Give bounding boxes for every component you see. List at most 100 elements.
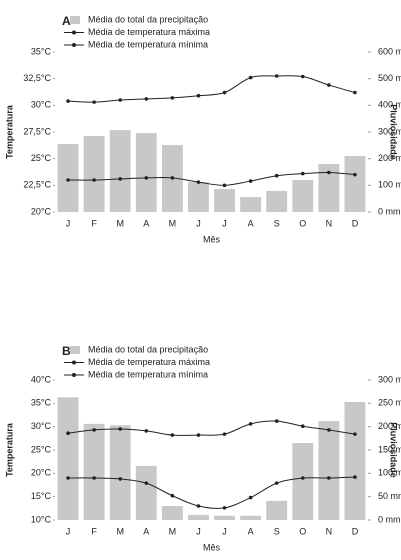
y-tick-label: 40°C — [31, 374, 52, 384]
point — [300, 171, 305, 176]
legend-label: Média de temperatura mínima — [88, 39, 208, 49]
y-tick-label: 27,5°C — [23, 126, 51, 136]
x-tick-label: D — [352, 218, 359, 228]
point — [144, 481, 149, 485]
point — [196, 433, 201, 437]
bar — [344, 156, 366, 212]
legend-label: Média do total da precipitação — [88, 344, 208, 354]
bar — [292, 443, 314, 520]
legend-marker — [72, 360, 76, 365]
bar — [292, 180, 314, 212]
point — [274, 481, 279, 485]
y-tick-label: 30°C — [31, 421, 52, 431]
line — [68, 75, 356, 103]
y-tick-label: 22,5°C — [23, 180, 51, 190]
x-tick-label: M — [116, 526, 124, 536]
y-tick-label: 20°C — [31, 206, 52, 216]
bar — [109, 425, 131, 520]
point — [66, 476, 70, 480]
point — [196, 93, 201, 98]
x-tick-label: S — [274, 526, 280, 536]
legend-marker — [72, 373, 76, 377]
point — [92, 476, 96, 480]
point — [196, 504, 201, 508]
y2-tick-label: 100 mm — [378, 180, 401, 190]
x-tick-label: D — [352, 526, 359, 536]
x-tick-label: A — [143, 218, 149, 228]
point — [353, 475, 357, 479]
y-axis-label: Temperatura — [4, 104, 14, 159]
point — [66, 99, 70, 103]
legend-label: Média de temperatura mínima — [88, 369, 208, 379]
point — [144, 176, 149, 180]
point — [300, 74, 305, 79]
point — [196, 180, 201, 184]
y2-tick-label: 300 mm — [378, 126, 401, 136]
point — [274, 419, 279, 423]
point — [92, 428, 96, 432]
point — [300, 424, 305, 429]
bar — [161, 506, 183, 520]
y2-axis-label: Pluviosidade — [389, 104, 399, 160]
legend-swatch — [70, 346, 80, 354]
bar — [109, 130, 131, 212]
x-tick-label: M — [169, 526, 177, 536]
point — [222, 90, 227, 95]
bar — [240, 515, 262, 520]
legend-label: Média do total da precipitação — [88, 14, 208, 24]
y-tick-label: 30°C — [31, 100, 52, 110]
x-tick-label: J — [196, 526, 201, 536]
point — [170, 176, 175, 180]
point — [222, 506, 227, 510]
x-tick-label: F — [91, 218, 97, 228]
bar — [344, 401, 366, 520]
legend-label: Média de temperatura máxima — [88, 27, 210, 37]
y-tick-label: 25°C — [31, 153, 52, 163]
y2-axis-label: Pluviosidade — [389, 422, 399, 478]
x-tick-label: O — [299, 218, 306, 228]
y2-tick-label: 100 mm — [378, 468, 401, 478]
point — [92, 100, 96, 104]
bar — [57, 397, 79, 520]
point — [170, 96, 175, 100]
bar — [214, 515, 235, 520]
chart-title: A — [62, 14, 71, 28]
point — [327, 428, 331, 432]
point — [66, 178, 70, 182]
y-axis-label: Temperatura — [4, 422, 14, 477]
bar — [188, 514, 209, 520]
bar — [266, 500, 288, 520]
line — [68, 172, 355, 186]
point — [248, 179, 253, 183]
point — [144, 97, 149, 101]
legend-swatch — [70, 16, 80, 24]
x-tick-label: J — [66, 218, 71, 228]
point — [274, 74, 279, 78]
point — [248, 422, 253, 426]
y2-tick-label: 300 mm — [378, 374, 401, 384]
x-axis-label: Mês — [203, 234, 221, 244]
point — [353, 172, 357, 177]
y2-tick-label: 50 mm — [378, 491, 401, 501]
point — [170, 433, 175, 437]
line — [68, 476, 355, 509]
bar — [266, 190, 288, 212]
y2-tick-label: 500 mm — [378, 73, 401, 83]
x-tick-label: J — [222, 218, 227, 228]
bar — [214, 189, 235, 212]
y-tick-label: 32,5°C — [23, 73, 51, 83]
point — [118, 177, 123, 181]
y2-tick-label: 200 mm — [378, 421, 401, 431]
y2-tick-label: 400 mm — [378, 100, 401, 110]
point — [222, 183, 227, 188]
y-tick-label: 25°C — [31, 444, 52, 454]
chart-title: B — [62, 344, 71, 358]
bar — [57, 144, 79, 212]
bar — [318, 164, 340, 212]
point — [118, 477, 123, 481]
point — [327, 170, 331, 175]
legend-label: Média de temperatura máxima — [88, 357, 210, 367]
point — [300, 476, 305, 480]
point — [170, 493, 175, 498]
x-tick-label: J — [196, 218, 201, 228]
